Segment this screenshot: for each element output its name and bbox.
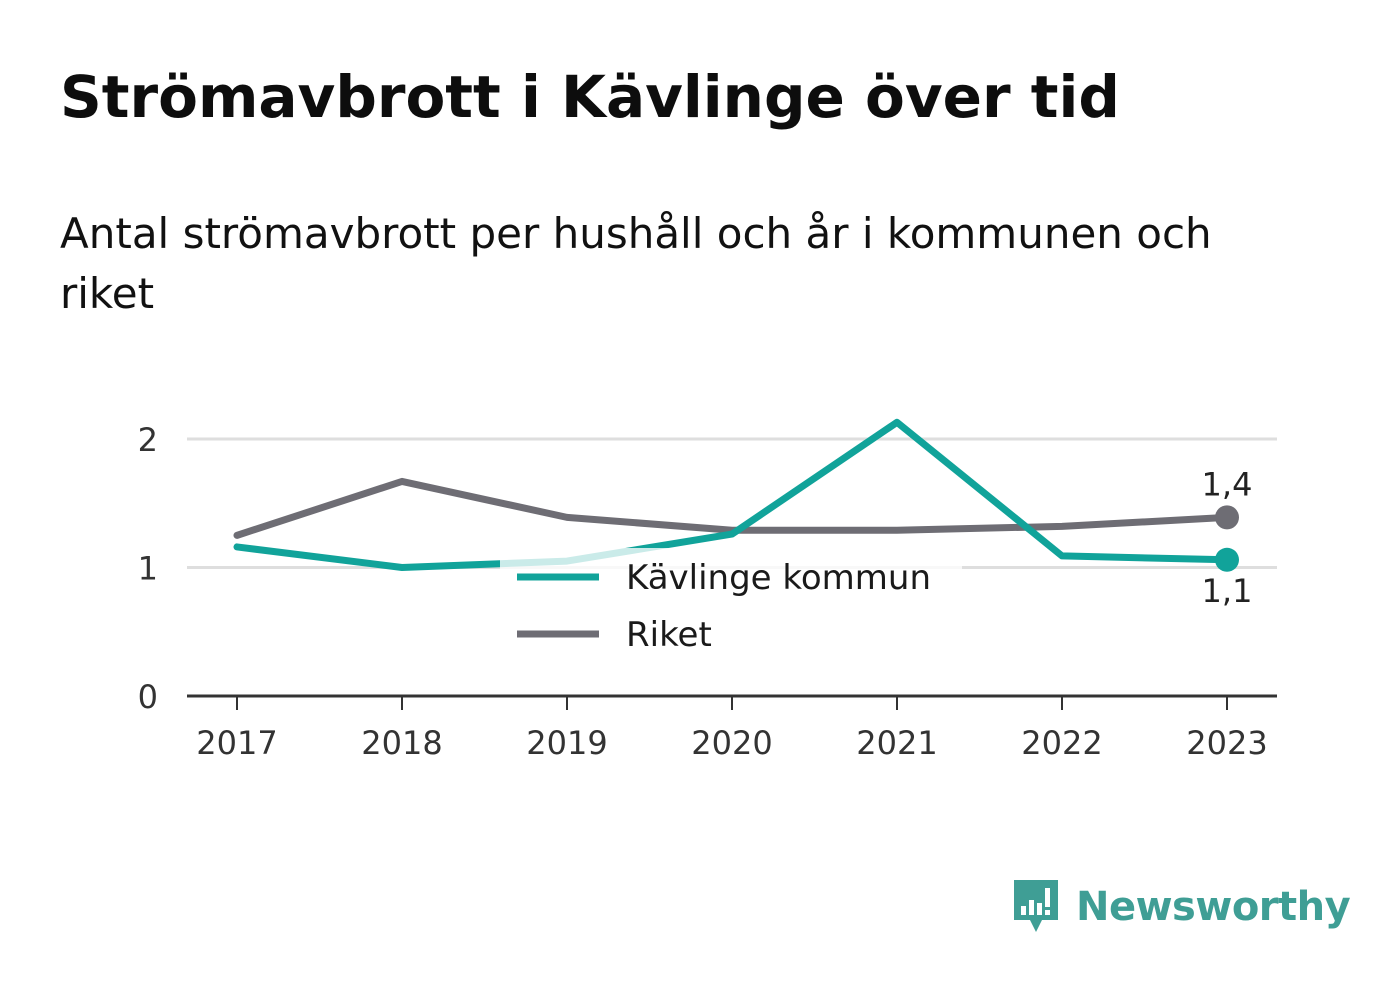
x-axis-ticks: 2017 2018 2019 2020 2021 2022 2023 <box>196 696 1268 762</box>
series-layer <box>233 418 1239 572</box>
y-tick-label: 1 <box>138 550 158 588</box>
y-axis-ticks: 0 1 2 <box>138 421 158 716</box>
legend: Kävlinge kommun Riket <box>500 548 962 666</box>
x-tick-label: 2017 <box>196 724 277 762</box>
series-line-0 <box>233 418 1231 571</box>
brand-name: Newsworthy <box>1076 884 1351 930</box>
series-end-point-0 <box>1215 547 1239 572</box>
x-tick-label: 2020 <box>691 724 772 762</box>
series-line-1 <box>233 477 1231 539</box>
legend-label: Kävlinge kommun <box>626 558 931 598</box>
newsworthy-logo-icon <box>1014 880 1058 932</box>
y-tick-label: 2 <box>138 421 158 459</box>
legend-background <box>500 548 962 666</box>
x-tick-label: 2019 <box>526 724 607 762</box>
end-labels: 1,1 1,4 <box>1202 465 1253 609</box>
x-tick-label: 2021 <box>856 724 937 762</box>
legend-label: Riket <box>626 615 712 655</box>
end-value-label: 1,1 <box>1202 572 1253 610</box>
y-tick-label: 0 <box>138 678 158 716</box>
end-value-label: 1,4 <box>1202 465 1253 503</box>
x-tick-label: 2023 <box>1186 724 1267 762</box>
series-end-point-1 <box>1215 505 1239 530</box>
chart-subtitle: Antal strömavbrott per hushåll och år i … <box>60 209 1212 318</box>
x-tick-label: 2022 <box>1021 724 1102 762</box>
brand: Newsworthy <box>1010 876 1351 938</box>
x-tick-label: 2018 <box>361 724 442 762</box>
chart-title: Strömavbrott i Kävlinge över tid <box>60 63 1120 131</box>
